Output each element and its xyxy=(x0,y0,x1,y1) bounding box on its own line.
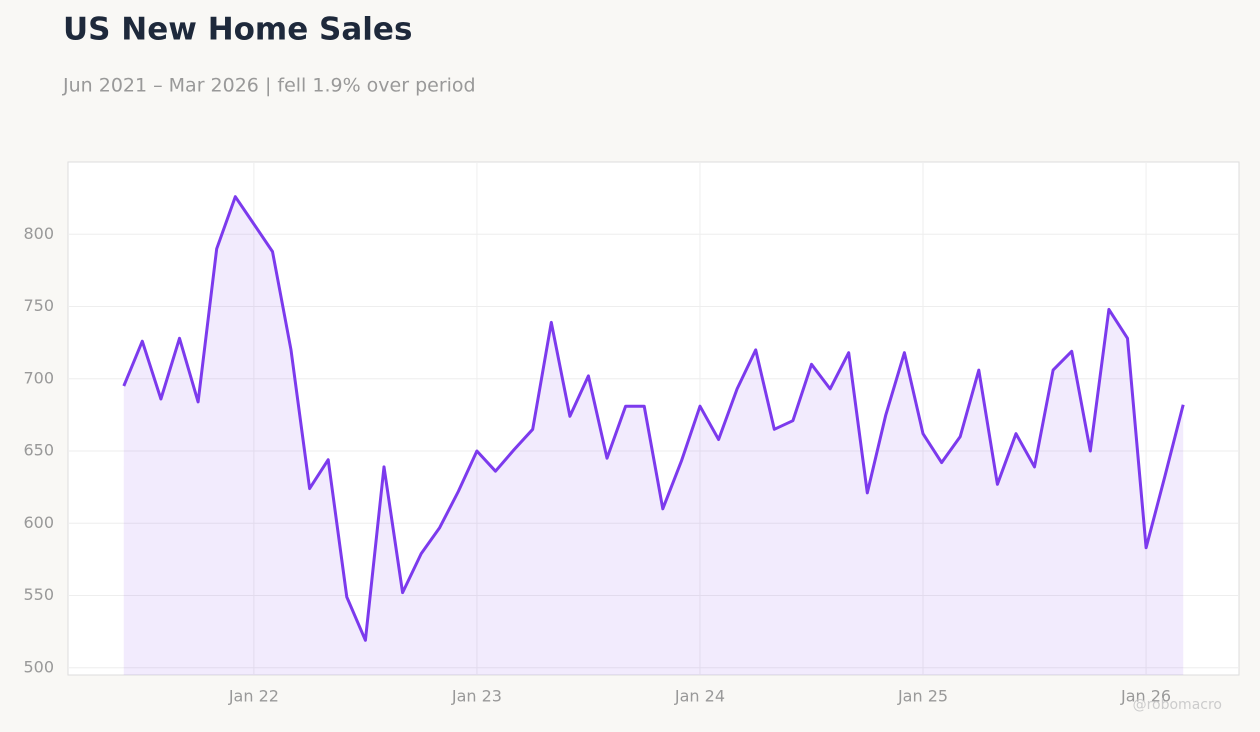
y-tick-label: 700 xyxy=(23,368,54,387)
x-tick-label: Jan 24 xyxy=(674,687,725,706)
chart-title: US New Home Sales xyxy=(63,12,412,48)
line xyxy=(122,195,1185,642)
chart-subtitle: Jun 2021 – Mar 2026 | fell 1.9% over per… xyxy=(62,75,476,97)
x-tick-label: Jan 25 xyxy=(897,687,948,706)
watermark: @robomacro xyxy=(1133,697,1222,713)
x-tick-label: Jan 26 xyxy=(1120,687,1171,706)
x-tick-label: Jan 22 xyxy=(228,687,279,706)
x-tick-label: Jan 23 xyxy=(451,687,502,706)
y-tick-label: 800 xyxy=(23,224,54,243)
y-tick-label: 500 xyxy=(23,657,54,676)
y-tick-label: 650 xyxy=(23,441,54,460)
y-tick-label: 750 xyxy=(23,296,54,315)
y-tick-label: 600 xyxy=(23,513,54,532)
area xyxy=(123,196,1184,675)
y-tick-label: 550 xyxy=(23,585,54,604)
